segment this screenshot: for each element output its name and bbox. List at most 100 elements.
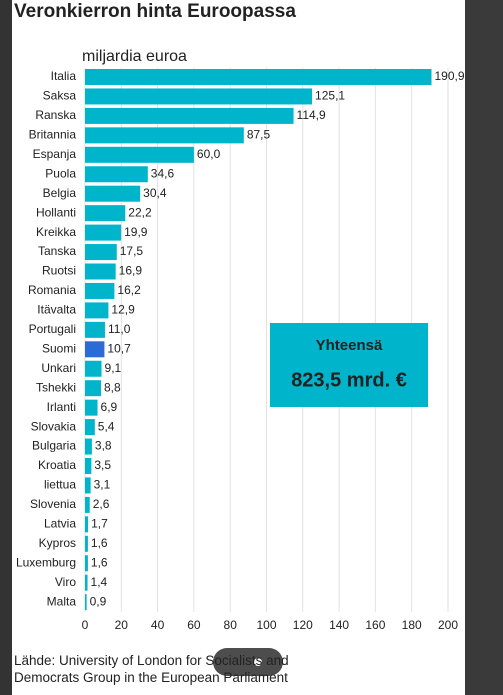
category-label: Hollanti bbox=[36, 205, 76, 219]
category-label: Britannia bbox=[29, 128, 77, 142]
bar bbox=[85, 69, 432, 85]
category-label: Slovakia bbox=[31, 419, 77, 433]
category-label: Kypros bbox=[39, 536, 76, 550]
category-label: Saksa bbox=[43, 89, 77, 103]
total-box bbox=[270, 323, 428, 407]
value-label: 3,1 bbox=[94, 478, 111, 492]
bar bbox=[85, 438, 92, 455]
bar bbox=[85, 574, 88, 591]
category-label: Malta bbox=[47, 594, 77, 608]
x-tick-label: 200 bbox=[438, 618, 458, 632]
bar bbox=[85, 146, 194, 163]
category-label: Kroatia bbox=[38, 458, 76, 472]
value-label: 10,7 bbox=[107, 341, 131, 355]
x-tick-label: 60 bbox=[187, 618, 201, 632]
value-label: 8,8 bbox=[104, 380, 121, 394]
category-label: Slovenia bbox=[30, 497, 76, 511]
value-label: 9,1 bbox=[105, 361, 122, 375]
value-label: 22,2 bbox=[128, 205, 152, 219]
category-label: Ruotsi bbox=[42, 264, 76, 278]
value-label: 87,5 bbox=[247, 128, 271, 142]
value-label: 30,4 bbox=[143, 186, 167, 200]
bar bbox=[85, 263, 116, 280]
value-label: 5,4 bbox=[98, 419, 115, 433]
category-label: Luxemburg bbox=[16, 555, 76, 569]
category-label: Bulgaria bbox=[32, 439, 76, 453]
bar bbox=[85, 127, 244, 144]
bar bbox=[85, 88, 313, 105]
value-label: 1,6 bbox=[91, 536, 108, 550]
value-label: 3,8 bbox=[95, 439, 112, 453]
value-label: 17,5 bbox=[120, 244, 144, 258]
value-label: 16,9 bbox=[119, 264, 143, 278]
value-label: 16,2 bbox=[117, 283, 141, 297]
value-label: 34,6 bbox=[151, 166, 175, 180]
bar bbox=[85, 458, 92, 474]
value-label: 19,9 bbox=[124, 225, 148, 239]
value-label: 1,4 bbox=[91, 575, 108, 589]
bars: Italia 190,9 Saksa 125,1 Ranska 114,9 Britanni… bbox=[16, 69, 465, 611]
bar bbox=[85, 477, 91, 494]
x-tick-label: 120 bbox=[293, 618, 313, 632]
bar bbox=[85, 360, 102, 377]
right-backdrop bbox=[465, 0, 503, 695]
x-tick-label: 160 bbox=[365, 618, 385, 632]
value-label: 1,6 bbox=[91, 555, 108, 569]
bar bbox=[85, 516, 89, 533]
category-label: Portugali bbox=[29, 322, 76, 336]
value-label: 125,1 bbox=[315, 89, 345, 103]
category-label: Itävalta bbox=[37, 303, 76, 317]
category-label: Tshekki bbox=[36, 380, 76, 394]
category-label: Viro bbox=[55, 575, 76, 589]
overlay-pill[interactable] bbox=[213, 648, 283, 676]
category-label: Italia bbox=[51, 69, 77, 83]
bar bbox=[85, 185, 141, 202]
overlay-dot bbox=[254, 658, 262, 666]
left-backdrop bbox=[0, 0, 12, 695]
value-label: 1,7 bbox=[91, 517, 108, 531]
total-value: 823,5 mrd. € bbox=[291, 369, 407, 391]
axis-title: miljardia euroa bbox=[82, 48, 187, 65]
category-label: Latvia bbox=[44, 517, 76, 531]
value-label: 12,9 bbox=[111, 303, 135, 317]
value-label: 0,9 bbox=[90, 594, 107, 608]
bar bbox=[85, 282, 115, 299]
bar bbox=[85, 399, 98, 416]
bar bbox=[85, 341, 105, 358]
bar bbox=[85, 302, 109, 319]
category-label: liettua bbox=[44, 478, 76, 492]
category-label: Puola bbox=[45, 166, 76, 180]
bar bbox=[85, 205, 126, 222]
bar bbox=[85, 166, 148, 183]
bar bbox=[85, 535, 88, 552]
bar bbox=[85, 107, 294, 124]
value-label: 60,0 bbox=[197, 147, 221, 161]
value-label: 3,5 bbox=[94, 458, 111, 472]
value-label: 190,9 bbox=[434, 69, 464, 83]
category-label: Ranska bbox=[35, 108, 76, 122]
bar bbox=[85, 224, 122, 241]
x-tick-label: 80 bbox=[224, 618, 238, 632]
category-label: Kreikka bbox=[36, 225, 76, 239]
value-label: 114,9 bbox=[297, 108, 326, 122]
category-label: Romania bbox=[28, 283, 76, 297]
value-label: 6,9 bbox=[101, 400, 118, 414]
value-label: 2,6 bbox=[93, 497, 110, 511]
category-label: Suomi bbox=[42, 341, 76, 355]
category-label: Unkari bbox=[41, 361, 76, 375]
x-tick-label: 180 bbox=[402, 618, 422, 632]
total-title: Yhteensä bbox=[316, 337, 383, 354]
bar bbox=[85, 321, 105, 338]
chart-title: Veronkierron hinta Euroopassa bbox=[14, 1, 296, 22]
category-label: Belgia bbox=[43, 186, 77, 200]
bar bbox=[85, 594, 87, 611]
category-label: Irlanti bbox=[47, 400, 76, 414]
x-tick-label: 20 bbox=[115, 618, 129, 632]
bar bbox=[85, 555, 88, 572]
bar bbox=[85, 419, 95, 436]
x-tick-label: 100 bbox=[256, 618, 276, 632]
bar bbox=[85, 380, 101, 397]
bar bbox=[85, 496, 90, 513]
